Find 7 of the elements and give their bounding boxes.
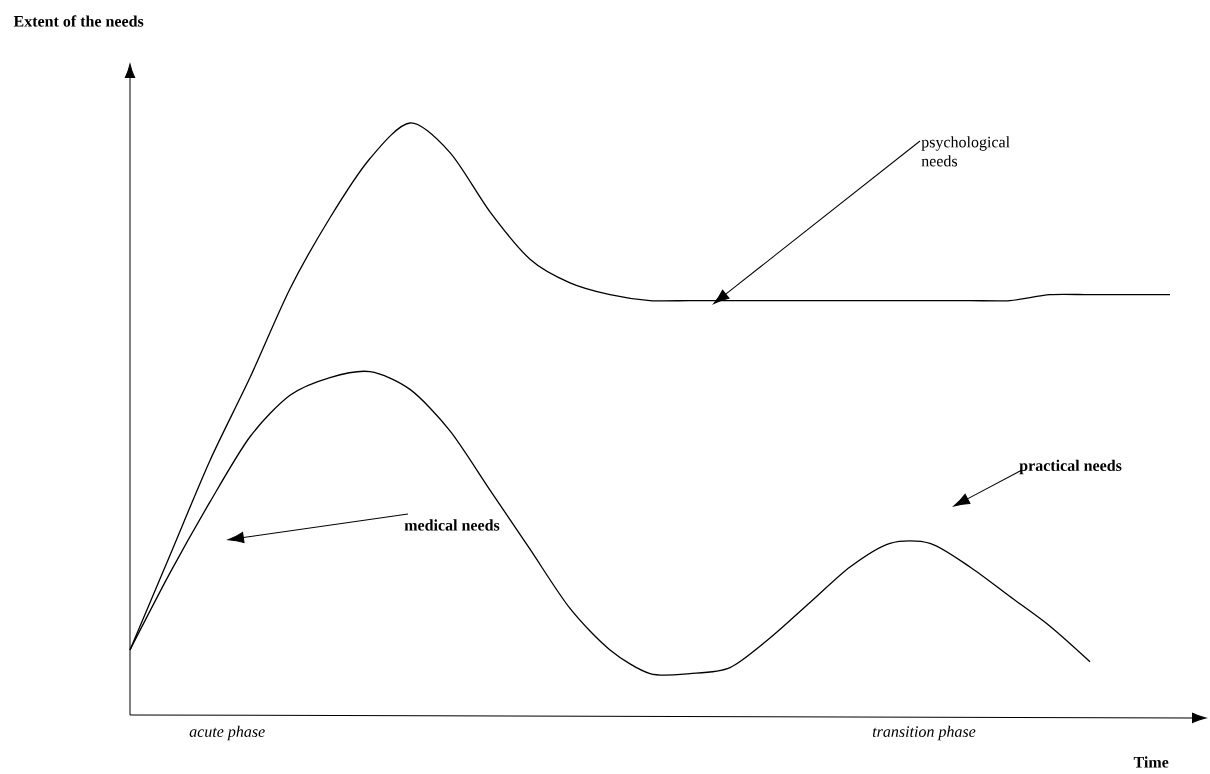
annotation: practical needs [1019, 459, 1122, 475]
annotation: medical needs [404, 519, 500, 531]
chart-title: Extent of the needs [13, 15, 144, 27]
x-axis-title: Time [1133, 756, 1169, 768]
text: transition phase [872, 725, 976, 741]
annotation: psychological needs [921, 136, 1010, 167]
text: acute phase [189, 725, 265, 741]
